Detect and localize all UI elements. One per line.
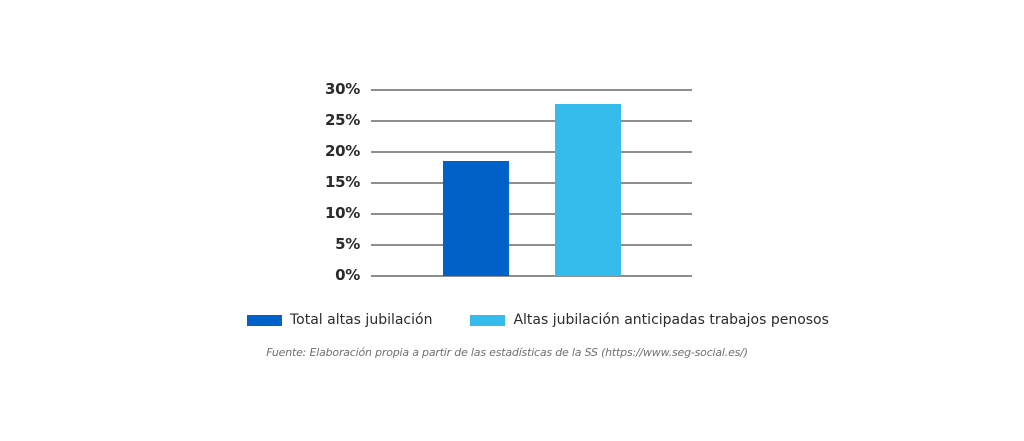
- y-tick-label: 25%: [324, 111, 360, 129]
- bar-penosos: [555, 104, 621, 276]
- y-tick-label: 20%: [324, 142, 360, 160]
- gridline: [371, 182, 692, 184]
- y-tick-label: 15%: [324, 173, 360, 191]
- legend-label-penosos: Altas jubilación anticipadas trabajos pe…: [513, 312, 829, 328]
- gridline: [371, 89, 692, 91]
- legend-item-penosos: Altas jubilación anticipadas trabajos pe…: [470, 312, 829, 328]
- gridline: [371, 244, 692, 246]
- legend-label-total: Total altas jubilación: [290, 312, 433, 328]
- legend-swatch-total: [247, 314, 282, 326]
- y-tick-label: 10%: [324, 204, 360, 222]
- gridline: [371, 213, 692, 215]
- legend-swatch-penosos: [470, 314, 506, 326]
- gridline: [371, 120, 692, 122]
- legend: Total altas jubilación Altas jubilación …: [247, 312, 829, 328]
- y-tick-label: 0%: [335, 266, 360, 284]
- gridline: [371, 275, 692, 277]
- legend-item-total: Total altas jubilación: [247, 312, 432, 328]
- bar-total: [443, 161, 509, 276]
- source-caption: Fuente: Elaboración propia a partir de l…: [266, 346, 748, 359]
- y-tick-label: 30%: [324, 80, 360, 98]
- gridline: [371, 151, 692, 153]
- y-tick-label: 5%: [335, 235, 360, 253]
